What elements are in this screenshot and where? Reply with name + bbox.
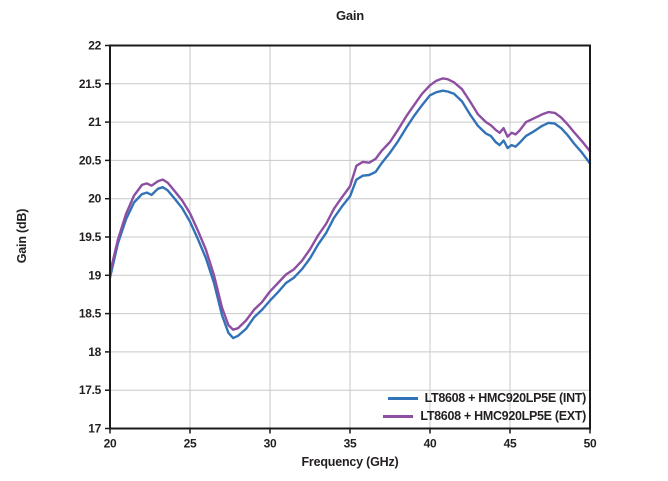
y-tick-label: 19.5 <box>79 230 102 244</box>
y-tick-label: 18.5 <box>79 307 102 321</box>
x-tick-label: 50 <box>584 437 597 451</box>
y-tick-label: 18 <box>88 345 101 359</box>
plot-frame <box>109 44 591 430</box>
y-tick-label: 20.5 <box>79 153 102 167</box>
legend-label: LT8608 + HMC920LP5E (INT) <box>424 391 587 405</box>
x-tick-label: 20 <box>104 437 117 451</box>
y-tick-label: 21 <box>88 115 101 129</box>
y-tick-label: 20 <box>88 192 101 206</box>
x-tick-label: 45 <box>504 437 517 451</box>
legend: LT8608 + HMC920LP5E (INT) LT8608 + HMC92… <box>383 391 586 423</box>
x-tick-label: 25 <box>184 437 197 451</box>
y-tick-label: 17 <box>88 422 101 436</box>
legend-line-swatch-int <box>387 396 418 400</box>
chart-title: Gain <box>335 8 365 23</box>
x-axis-label: Frequency (GHz) <box>301 455 399 469</box>
y-tick-label: 19 <box>88 268 101 282</box>
series-line-ext <box>108 77 592 331</box>
x-tick-label: 40 <box>424 437 437 451</box>
legend-item: LT8608 + HMC920LP5E (INT) <box>387 391 587 405</box>
legend-label: LT8608 + HMC920LP5E (EXT) <box>420 409 586 423</box>
y-tick-label: 21.5 <box>79 77 102 91</box>
y-tick-label: 22 <box>88 39 101 53</box>
x-tick-label: 30 <box>264 437 277 451</box>
series-line-int <box>108 89 592 340</box>
x-tick-label: 35 <box>344 437 357 451</box>
y-tick-label: 17.5 <box>79 383 102 397</box>
legend-line-swatch-ext <box>383 414 414 418</box>
legend-item: LT8608 + HMC920LP5E (EXT) <box>383 409 586 423</box>
